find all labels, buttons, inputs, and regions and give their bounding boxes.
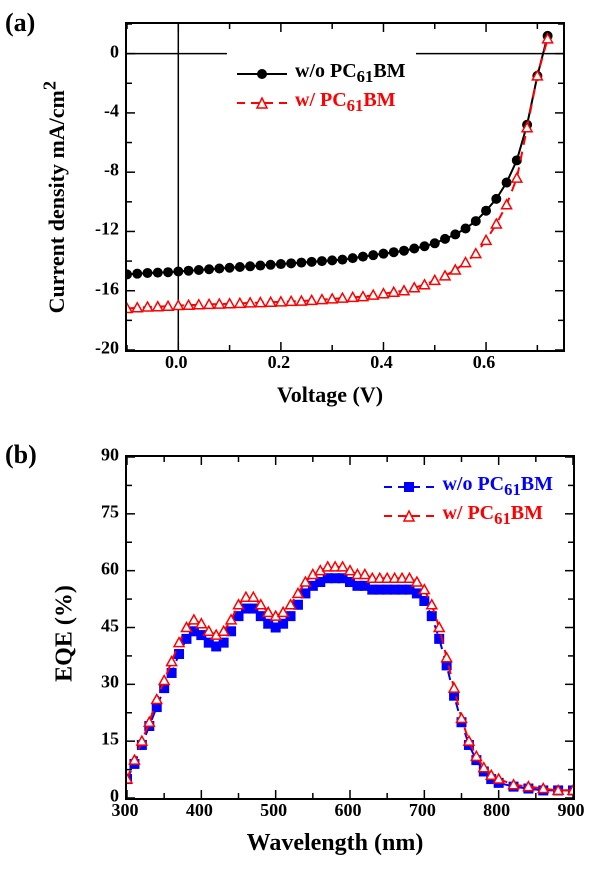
chart-a-plot-area: w/o PC61BM w/ PC61BM [125,22,565,352]
panel-b-label: (b) [5,440,37,470]
tick-label: -12 [79,219,119,240]
tick-label: 60 [79,558,119,579]
chart-b-legend: w/o PC61BM w/ PC61BM [374,465,563,537]
figure-container: (a) Current density mA/cm2 Voltage (V) w… [0,0,602,881]
legend-a-swatch-1 [237,93,287,113]
panel-a-label: (a) [5,8,35,38]
tick-label: 75 [79,501,119,522]
tick-label: -20 [79,338,119,359]
tick-label: 0.0 [165,352,188,373]
chart-a-ylabel-text: Current density mA/cm2 [44,81,69,313]
legend-a-row-1: w/ PC61BM [237,89,406,116]
legend-b-swatch-1 [384,506,434,526]
tick-label: 500 [260,800,287,821]
tick-label: 600 [335,800,362,821]
tick-label: 30 [79,672,119,693]
legend-b-row-0: w/o PC61BM [384,473,553,500]
tick-label: 0 [79,41,119,62]
legend-b-label-0: w/o PC61BM [442,473,553,500]
chart-b-ylabel: EQE (%) [52,454,79,814]
tick-label: 0.4 [370,352,393,373]
tick-label: 800 [483,800,510,821]
chart-b-xlabel: Wavelength (nm) [115,830,555,857]
tick-label: 15 [79,729,119,750]
tick-label: -8 [79,160,119,181]
legend-b-row-1: w/ PC61BM [384,502,553,529]
chart-a-ylabel: Current density mA/cm2 [40,0,70,397]
legend-a-label-1: w/ PC61BM [295,89,396,116]
tick-label: 0.2 [268,352,291,373]
tick-label: 45 [79,615,119,636]
legend-b-swatch-0 [384,477,434,497]
legend-b-label-1: w/ PC61BM [442,502,543,529]
tick-label: 90 [79,445,119,466]
tick-label: -16 [79,278,119,299]
chart-a-legend: w/o PC61BM w/ PC61BM [227,52,416,124]
tick-label: 0.6 [473,352,496,373]
chart-b-plot-area: w/o PC61BM w/ PC61BM [125,455,575,800]
legend-a-label-0: w/o PC61BM [295,60,406,87]
legend-a-swatch-0 [237,64,287,84]
tick-label: 700 [409,800,436,821]
tick-label: 400 [186,800,213,821]
tick-label: -4 [79,100,119,121]
legend-a-row-0: w/o PC61BM [237,60,406,87]
tick-label: 0 [79,786,119,807]
chart-a: Current density mA/cm2 Voltage (V) w/o P… [45,12,590,412]
chart-b: EQE (%) Wavelength (nm) w/o PC61BM w/ PC… [45,445,590,865]
chart-a-xlabel: Voltage (V) [115,382,545,408]
tick-label: 900 [558,800,585,821]
